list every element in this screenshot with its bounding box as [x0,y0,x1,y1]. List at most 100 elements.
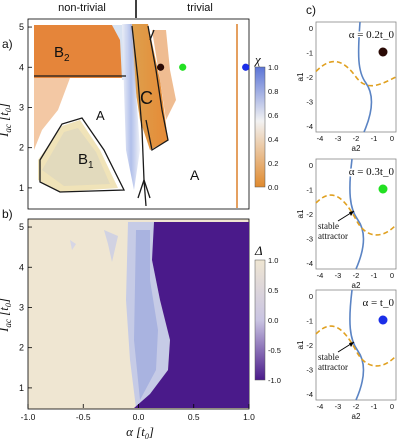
subplot-title: α = 0.3t_0 [349,166,395,178]
panel-b-xlabel: α [t0] [126,424,154,441]
subplot-xtick: -2 [353,134,360,143]
subplot-xtick: -4 [317,271,324,280]
colorbar-delta-tick: -0.5 [268,346,281,355]
panel-b-ytick-label: 5 [19,222,24,232]
panel-b-ylabel: Iac [t0] [0,298,13,333]
attractor-arrow-head [349,211,354,216]
subplot-xlabel: a2 [352,281,361,290]
colorbar-delta-symbol: Δ [254,243,263,258]
colorbar-delta: Δ 1.0 0.5 0.0 -0.5 -1.0 [254,243,281,385]
panel-b-label: b) [2,207,13,221]
region-label-c: C [140,88,153,108]
subplot-xlabel: a2 [352,144,361,153]
subplot-ylabel: a1 [296,340,305,349]
subplot-xtick: -3 [335,402,342,411]
subplot-ytick: 0 [309,292,313,301]
subplot-marker [378,47,388,57]
subplot-xtick: -3 [335,134,342,143]
colorbar-chi-tick: 0.4 [268,135,278,144]
subplot-ytick: -4 [306,122,313,131]
panel-b-xtick-label: 1.0 [243,412,255,422]
subplot-xtick: -1 [371,402,378,411]
panel-a-ytick-label: 2 [19,143,24,153]
panel-a-ytick-label: 3 [19,102,24,112]
panel-a-heatmap [34,24,238,208]
panel-b-ytick-label: 1 [19,383,24,393]
subplot-ytick: -3 [306,366,313,375]
subplot-ytick: -4 [306,259,313,268]
subplot-xtick: 0 [390,402,394,411]
subplot-ylabel: a1 [296,72,305,81]
marker-green [179,63,187,71]
colorbar-delta-tick: 0.0 [268,316,278,325]
header-non-trivial: non-trivial [58,2,106,14]
subplot-xtick: -2 [353,271,360,280]
colorbar-chi-bar [254,66,266,188]
panel-a-ytick-label: 5 [19,22,24,32]
subplot-xtick: -1 [371,134,378,143]
solid-nullcline [349,158,365,270]
subplot-ytick: -1 [306,186,313,195]
subplot-ytick: -1 [306,317,313,326]
header-trivial: trivial [187,2,213,14]
subplot-ytick: 0 [309,161,313,170]
panel-a: a) non-trivial trivial [0,0,278,210]
subplot-ytick: -2 [306,341,313,350]
subplot-xtick: -2 [353,402,360,411]
colorbar-chi-tick: 0.0 [268,183,278,192]
panel-b-xtick-label: 0.0 [133,412,145,422]
panel-b-xaxis: -1.0 -0.5 0.0 0.5 1.0 [21,404,255,422]
region-label-a-left: A [96,108,105,123]
subplot-ytick: -4 [306,390,313,399]
panel-b-heatmap [70,222,249,408]
panel-c-label: c) [306,3,316,17]
panel-b-yaxis: 1 2 3 4 5 [19,222,32,393]
panel-a-contours [34,25,169,207]
region-b2-fill [34,25,124,78]
solid-nullcline [357,21,373,133]
stable-attractor-label: attractor [318,362,348,372]
panel-b-xtick-label: 0.5 [188,412,200,422]
subplot-xtick: -4 [317,134,324,143]
colorbar-chi-tick: 0.8 [268,87,278,96]
subplot-xtick: -4 [317,402,324,411]
subplot-xtick: 0 [390,271,394,280]
panel-b-ytick-label: 4 [19,262,24,272]
colorbar-chi-tick: 1.0 [268,63,278,72]
colorbar-delta-tick: 1.0 [268,256,278,265]
colorbar-chi: χ 1.0 0.8 0.6 0.4 0.2 0.0 [253,52,278,192]
subplot-frame [315,289,397,401]
colorbar-chi-tick: 0.2 [268,159,278,168]
subplot-xtick: 0 [390,134,394,143]
panel-b-ytick-label: 2 [19,343,24,353]
subplot-c-1: α = 0.2t_0 0 -1 -2 -3 -4 -4 -3 -2 -1 0 a2 a1 [296,21,397,153]
panel-b-xtick-label: -0.5 [76,412,91,422]
panel-a-label: a) [2,37,13,51]
marker-dark [157,63,165,71]
stable-attractor-label: stable [318,221,339,231]
subplot-ytick: -3 [306,235,313,244]
subplot-frame [315,21,397,133]
subplot-xlabel: a2 [352,412,361,421]
subplot-title: α = t_0 [362,297,394,309]
stable-attractor-label: attractor [318,231,348,241]
subplot-ylabel: a1 [296,209,305,218]
subplot-marker [378,184,388,194]
subplot-title: α = 0.2t_0 [349,29,395,41]
region-label-a-right: A [190,167,200,183]
subplot-ytick: -3 [306,98,313,107]
panel-a-ylabel: Iac [t0] [0,103,13,138]
solid-nullcline [349,289,365,401]
subplot-ytick: 0 [309,24,313,33]
panel-b-xtick-label: -1.0 [21,412,36,422]
colorbar-delta-tick: -1.0 [268,376,281,385]
region-c-fill [130,24,168,150]
stable-attractor-label: stable [318,352,339,362]
subplot-xtick: -1 [371,271,378,280]
subplot-ytick: -2 [306,210,313,219]
panel-b-ytick-label: 3 [19,302,24,312]
colorbar-delta-bar [254,259,266,381]
colorbar-chi-tick: 0.6 [268,111,278,120]
